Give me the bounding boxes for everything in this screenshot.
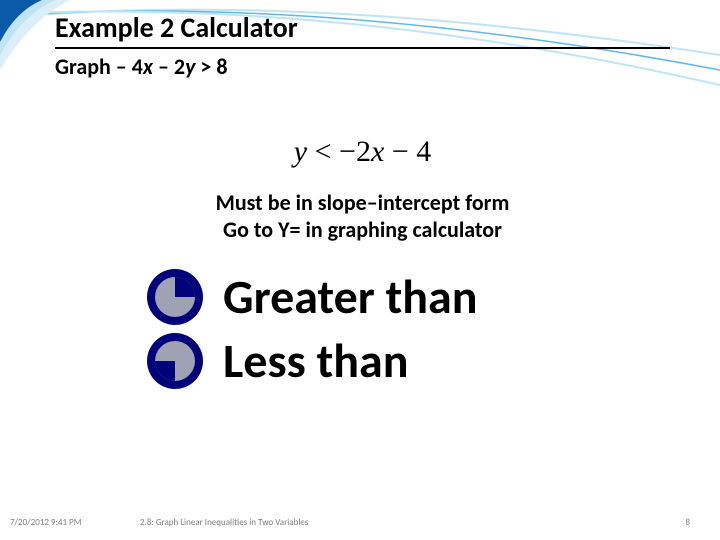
eq-const: 4	[416, 135, 431, 168]
subtitle-prefix: Graph – 4	[55, 53, 143, 80]
less-than-label: Less than	[223, 337, 408, 385]
footer: 7/20/2012 9:41 PM 2.8: Graph Linear Ineq…	[0, 514, 720, 530]
eq-op2: −	[384, 135, 416, 168]
subtitle-var-y: y	[185, 53, 195, 80]
page-title: Example 2 Calculator	[55, 10, 670, 49]
subtitle-var-x: x	[143, 53, 153, 80]
eq-y: y	[294, 135, 307, 168]
eq-op1: <	[307, 135, 339, 168]
note-line2: Go to Y= in graphing calculator	[55, 216, 670, 243]
less-than-icon	[145, 331, 205, 391]
greater-than-icon	[145, 267, 205, 327]
problem-statement: Graph – 4x – 2y > 8	[55, 53, 670, 80]
less-than-row: Less than	[145, 331, 670, 391]
subtitle-suffix: > 8	[195, 53, 227, 80]
footer-page: 8	[685, 517, 690, 528]
greater-than-label: Greater than	[223, 273, 478, 321]
note-line1: Must be in slope–intercept form	[55, 189, 670, 216]
eq-coef: −2	[339, 135, 371, 168]
footer-date: 7/20/2012 9:41 PM	[10, 517, 81, 528]
subtitle-mid: – 2	[153, 53, 185, 80]
equation: y < −2x − 4	[55, 135, 670, 169]
footer-center: 2.8: Graph Linear Inequalities in Two Va…	[140, 517, 308, 528]
greater-than-row: Greater than	[145, 267, 670, 327]
eq-x: x	[371, 135, 384, 168]
